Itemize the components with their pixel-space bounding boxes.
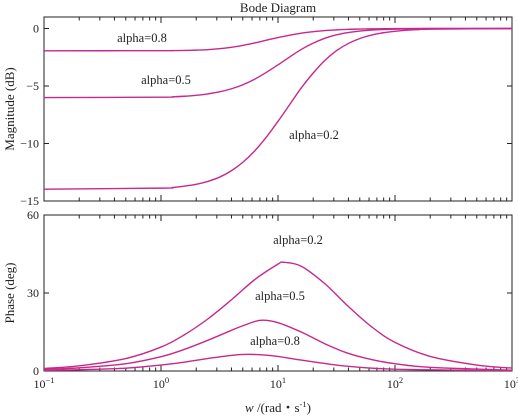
mag-y-tick-label: −5	[26, 79, 39, 93]
x-tick-label-base: 10	[153, 377, 165, 391]
chart-title: Bode Diagram	[240, 0, 316, 15]
xlabel-exponent: -1	[300, 399, 307, 409]
x-tick-label-exponent: 1	[282, 375, 286, 385]
mag-panel: 0 −5 −10 −15 Magnitude (dB) alpha=0.8 alpha=0.…	[2, 16, 513, 208]
pha-panel: 0 30 60 Phase (deg) alpha=0.2 alpha=0.5 alpha=…	[2, 208, 513, 378]
pha-ylabel: Phase (deg)	[2, 262, 17, 323]
mag-series-line-alpha-0-5	[44, 27, 512, 99]
mag-series-line-alpha-0-2	[44, 27, 512, 190]
mag-y-tick-label: −10	[20, 137, 39, 151]
x-tick-label-exponent: 2	[399, 375, 403, 385]
x-tick-label-base: 10	[270, 377, 282, 391]
x-tick-label: 100	[153, 375, 169, 391]
x-tick-label: 10−1	[33, 375, 54, 391]
x-tick-label-base: 10	[387, 377, 399, 391]
pha-series-label-alpha-0-8: alpha=0.8	[250, 334, 300, 348]
pha-series-line-alpha-0-8	[44, 353, 512, 371]
x-tick-label-exponent: −1	[45, 375, 54, 385]
mag-y-tick-label: 0	[33, 22, 39, 36]
mag-y-tick-label: −15	[20, 194, 39, 208]
mag-series-label-alpha-0-2: alpha=0.2	[289, 128, 339, 142]
xlabel-units: /(rad・s	[254, 400, 300, 415]
mag-series-line-alpha-0-8	[44, 27, 512, 52]
pha-y-tick-label: 30	[27, 286, 39, 300]
mag-ylabel: Magnitude (dB)	[2, 67, 17, 150]
x-tick-label: 103	[504, 375, 518, 391]
xlabel: w /(rad・s-1)	[245, 399, 311, 415]
x-tick-label-base: 10	[504, 377, 516, 391]
x-tick-label: 101	[270, 375, 286, 391]
x-tick-label-exponent: 0	[165, 375, 169, 385]
pha-series-label-alpha-0-5: alpha=0.5	[255, 289, 305, 303]
mag-series-label-alpha-0-5: alpha=0.5	[141, 73, 191, 87]
xlabel-variable: w	[245, 400, 254, 415]
mag-series-label-alpha-0-8: alpha=0.8	[117, 31, 167, 45]
pha-y-tick-label: 60	[27, 208, 39, 222]
pha-series-line-alpha-0-2	[44, 261, 512, 370]
pha-y-tick-label: 0	[33, 364, 39, 378]
x-tick-label-exponent: 3	[516, 375, 518, 385]
x-tick-label: 102	[387, 375, 403, 391]
x-tick-label-base: 10	[33, 377, 45, 391]
mag-axes-frame	[43, 16, 513, 202]
xlabel-close: )	[307, 400, 311, 415]
pha-series-line-alpha-0-5	[44, 319, 512, 371]
pha-series-label-alpha-0-2: alpha=0.2	[273, 233, 323, 247]
